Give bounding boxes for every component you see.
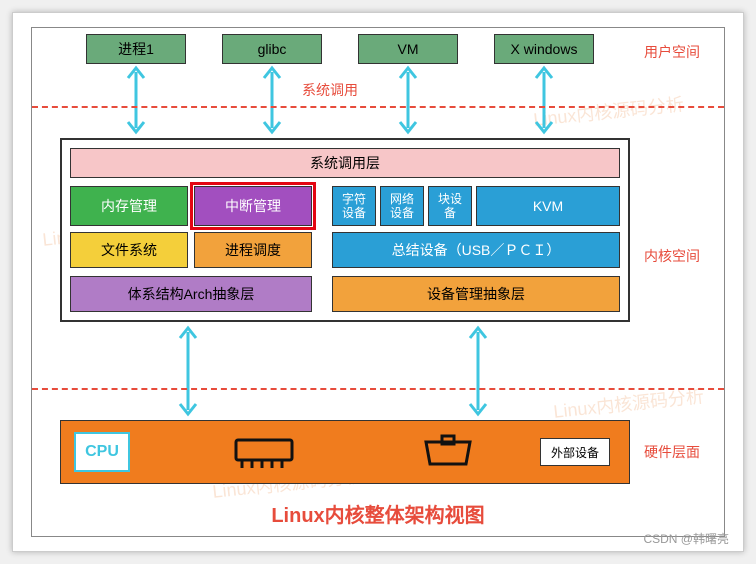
arrow-user-kernel-1 xyxy=(124,64,148,136)
arrow-user-kernel-3 xyxy=(396,64,420,136)
diagram-border: Linux内核源码分析 Linux内核源码分析 Linux内核源码分析 Linu… xyxy=(31,27,725,537)
memory-icon xyxy=(232,434,296,472)
scheduler: 进程调度 xyxy=(194,232,312,268)
external-dev: 外部设备 xyxy=(540,438,610,466)
outer-frame: Linux内核源码分析 Linux内核源码分析 Linux内核源码分析 Linu… xyxy=(12,12,744,552)
userspace-vm: VM xyxy=(358,34,458,64)
syscall-label: 系统调用 xyxy=(302,80,358,100)
arrow-user-kernel-2 xyxy=(260,64,284,136)
diagram-title: Linux内核整体架构视图 xyxy=(32,499,724,528)
cpu-box: CPU xyxy=(74,432,130,472)
highlight-box xyxy=(190,182,316,230)
diagram-content: Linux内核源码分析 Linux内核源码分析 Linux内核源码分析 Linu… xyxy=(32,28,724,536)
arrow-kernel-hw-2 xyxy=(466,324,490,418)
arrow-user-kernel-4 xyxy=(532,64,556,136)
syscall-layer: 系统调用层 xyxy=(70,148,620,178)
userspace-xwindows: X windows xyxy=(494,34,594,64)
storage-icon xyxy=(420,434,476,472)
hardware-label: 硬件层面 xyxy=(644,442,700,462)
char-dev: 字符 设备 xyxy=(332,186,376,226)
dash-line-1 xyxy=(32,106,724,108)
userspace-label: 用户空间 xyxy=(644,42,700,62)
kernelspace-label: 内核空间 xyxy=(644,246,700,266)
dash-line-2 xyxy=(32,388,724,390)
filesystem: 文件系统 xyxy=(70,232,188,268)
userspace-glibc: glibc xyxy=(222,34,322,64)
net-dev: 网络 设备 xyxy=(380,186,424,226)
bus-dev: 总结设备（USB／ＰＣＩ） xyxy=(332,232,620,268)
blk-dev: 块设 备 xyxy=(428,186,472,226)
dev-mgr-layer: 设备管理抽象层 xyxy=(332,276,620,312)
csdn-watermark: CSDN @韩曙亮 xyxy=(643,530,729,547)
userspace-proc1: 进程1 xyxy=(86,34,186,64)
memory-mgr: 内存管理 xyxy=(70,186,188,226)
arch-layer: 体系结构Arch抽象层 xyxy=(70,276,312,312)
arrow-kernel-hw-1 xyxy=(176,324,200,418)
kvm: KVM xyxy=(476,186,620,226)
